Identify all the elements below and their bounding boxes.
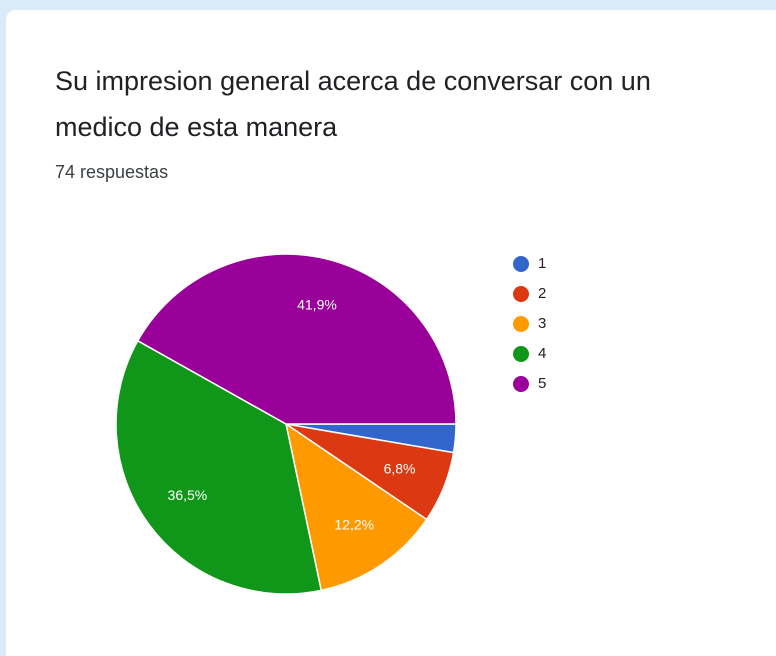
slice-label: 6,8% xyxy=(384,460,416,476)
legend-swatch xyxy=(513,286,529,302)
pie-slice xyxy=(115,339,323,595)
legend-swatch xyxy=(513,316,529,332)
pie-slice xyxy=(136,253,457,425)
legend-swatch xyxy=(513,346,529,362)
legend-label: 3 xyxy=(538,315,546,332)
pie-slice xyxy=(284,422,428,592)
response-count: 74 respuestas xyxy=(55,162,169,182)
slice-label: 12,2% xyxy=(334,516,374,532)
legend-label: 4 xyxy=(538,345,546,362)
legend-label: 1 xyxy=(538,255,546,272)
legend-swatch xyxy=(513,256,529,272)
slice-label: 36,5% xyxy=(168,487,208,503)
chart-title: Su impresion general acerca de conversar… xyxy=(55,66,651,142)
legend-swatch xyxy=(513,376,529,392)
legend-label: 5 xyxy=(538,375,546,392)
legend-label: 2 xyxy=(538,285,546,302)
slice-label: 41,9% xyxy=(297,296,337,312)
